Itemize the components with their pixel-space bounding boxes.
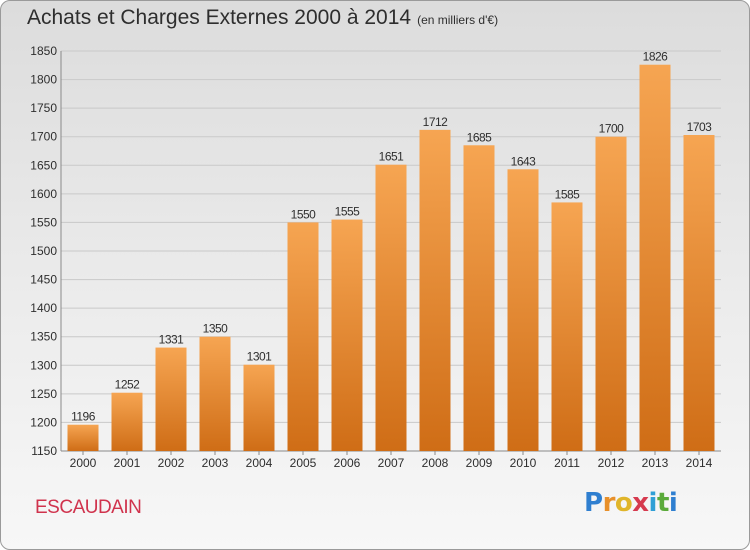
chart-subtitle: (en milliers d'€) [417,13,499,27]
bar-2008 [419,129,451,451]
logo-letter: i [648,488,658,518]
logo-letter: x [632,488,649,518]
logo-letter: t [656,488,669,518]
y-tick-label: 1750 [30,101,57,115]
bar-2006 [331,219,363,451]
data-label: 1555 [335,205,361,219]
y-tick-label: 1250 [30,387,57,401]
bar-2011 [551,202,583,451]
data-label: 1700 [599,122,625,136]
x-tick-label: 2005 [290,456,317,470]
y-tick-label: 1850 [30,44,57,58]
data-label: 1331 [159,333,185,347]
data-label: 1712 [423,115,449,129]
x-tick-label: 2013 [642,456,669,470]
x-tick-label: 2011 [554,456,580,470]
x-tick-label: 2003 [202,456,229,470]
data-label: 1301 [247,350,273,364]
logo-letter: P [584,488,603,518]
bar-2007 [375,164,407,451]
bar-2010 [507,169,539,452]
bar-2003 [199,336,231,451]
x-axis: 2000 2001 2002 2003 2004 2005 2006 2007 2008 2009… [70,451,713,470]
x-tick-label: 2010 [510,456,537,470]
chart-title-text: Achats et Charges Externes 2000 à 2014 [27,6,412,29]
logo-letter: o [614,488,633,518]
logo-letter: r [602,488,616,518]
y-tick-label: 1600 [30,187,57,201]
x-tick-label: 2002 [158,456,185,470]
x-tick-label: 2001 [114,456,141,470]
commune-name: ESCAUDAIN [35,497,142,518]
data-label: 1703 [687,120,713,134]
y-tick-label: 1300 [30,358,57,372]
y-tick-label: 1450 [30,273,57,287]
data-label: 1643 [511,154,537,168]
bar-2000 [67,424,99,451]
x-tick-label: 2014 [686,456,713,470]
y-tick-label: 1350 [30,330,57,344]
bar-2002 [155,347,187,451]
data-label: 1651 [379,150,405,164]
bar-2005 [287,222,319,451]
y-tick-label: 1700 [30,130,57,144]
data-label: 1350 [203,322,229,336]
data-label: 1685 [467,130,493,144]
data-label: 1196 [71,410,96,424]
x-tick-label: 2004 [246,456,273,470]
y-tick-label: 1800 [30,73,57,87]
x-tick-label: 2012 [598,456,625,470]
y-tick-label: 1200 [30,415,57,429]
bar-2004 [243,364,275,451]
y-tick-label: 1550 [30,215,57,229]
bar-2014 [683,135,715,451]
data-label: 1585 [555,187,581,201]
x-tick-label: 2000 [70,456,97,470]
y-tick-label: 1500 [30,244,57,258]
x-tick-label: 2006 [334,456,361,470]
bar-2009 [463,145,495,452]
data-label: 1826 [643,50,669,64]
y-tick-label: 1650 [30,158,57,172]
bars: 1196 1252 1331 1350 1301 1550 1555 1651 1712 1685… [67,50,715,452]
bar-2013 [639,64,671,451]
proxiti-logo: Proxiti [584,488,678,518]
bar-2001 [111,392,143,451]
logo-letter: i [668,488,678,518]
data-label: 1550 [291,207,317,221]
data-label: 1252 [115,378,141,392]
x-tick-label: 2008 [422,456,449,470]
x-tick-label: 2007 [378,456,405,470]
y-tick-label: 1150 [31,444,57,458]
chart-title: Achats et Charges Externes 2000 à 2014 (e… [27,6,498,30]
x-tick-label: 2009 [466,456,493,470]
bar-2012 [595,136,627,451]
y-tick-label: 1400 [30,301,57,315]
